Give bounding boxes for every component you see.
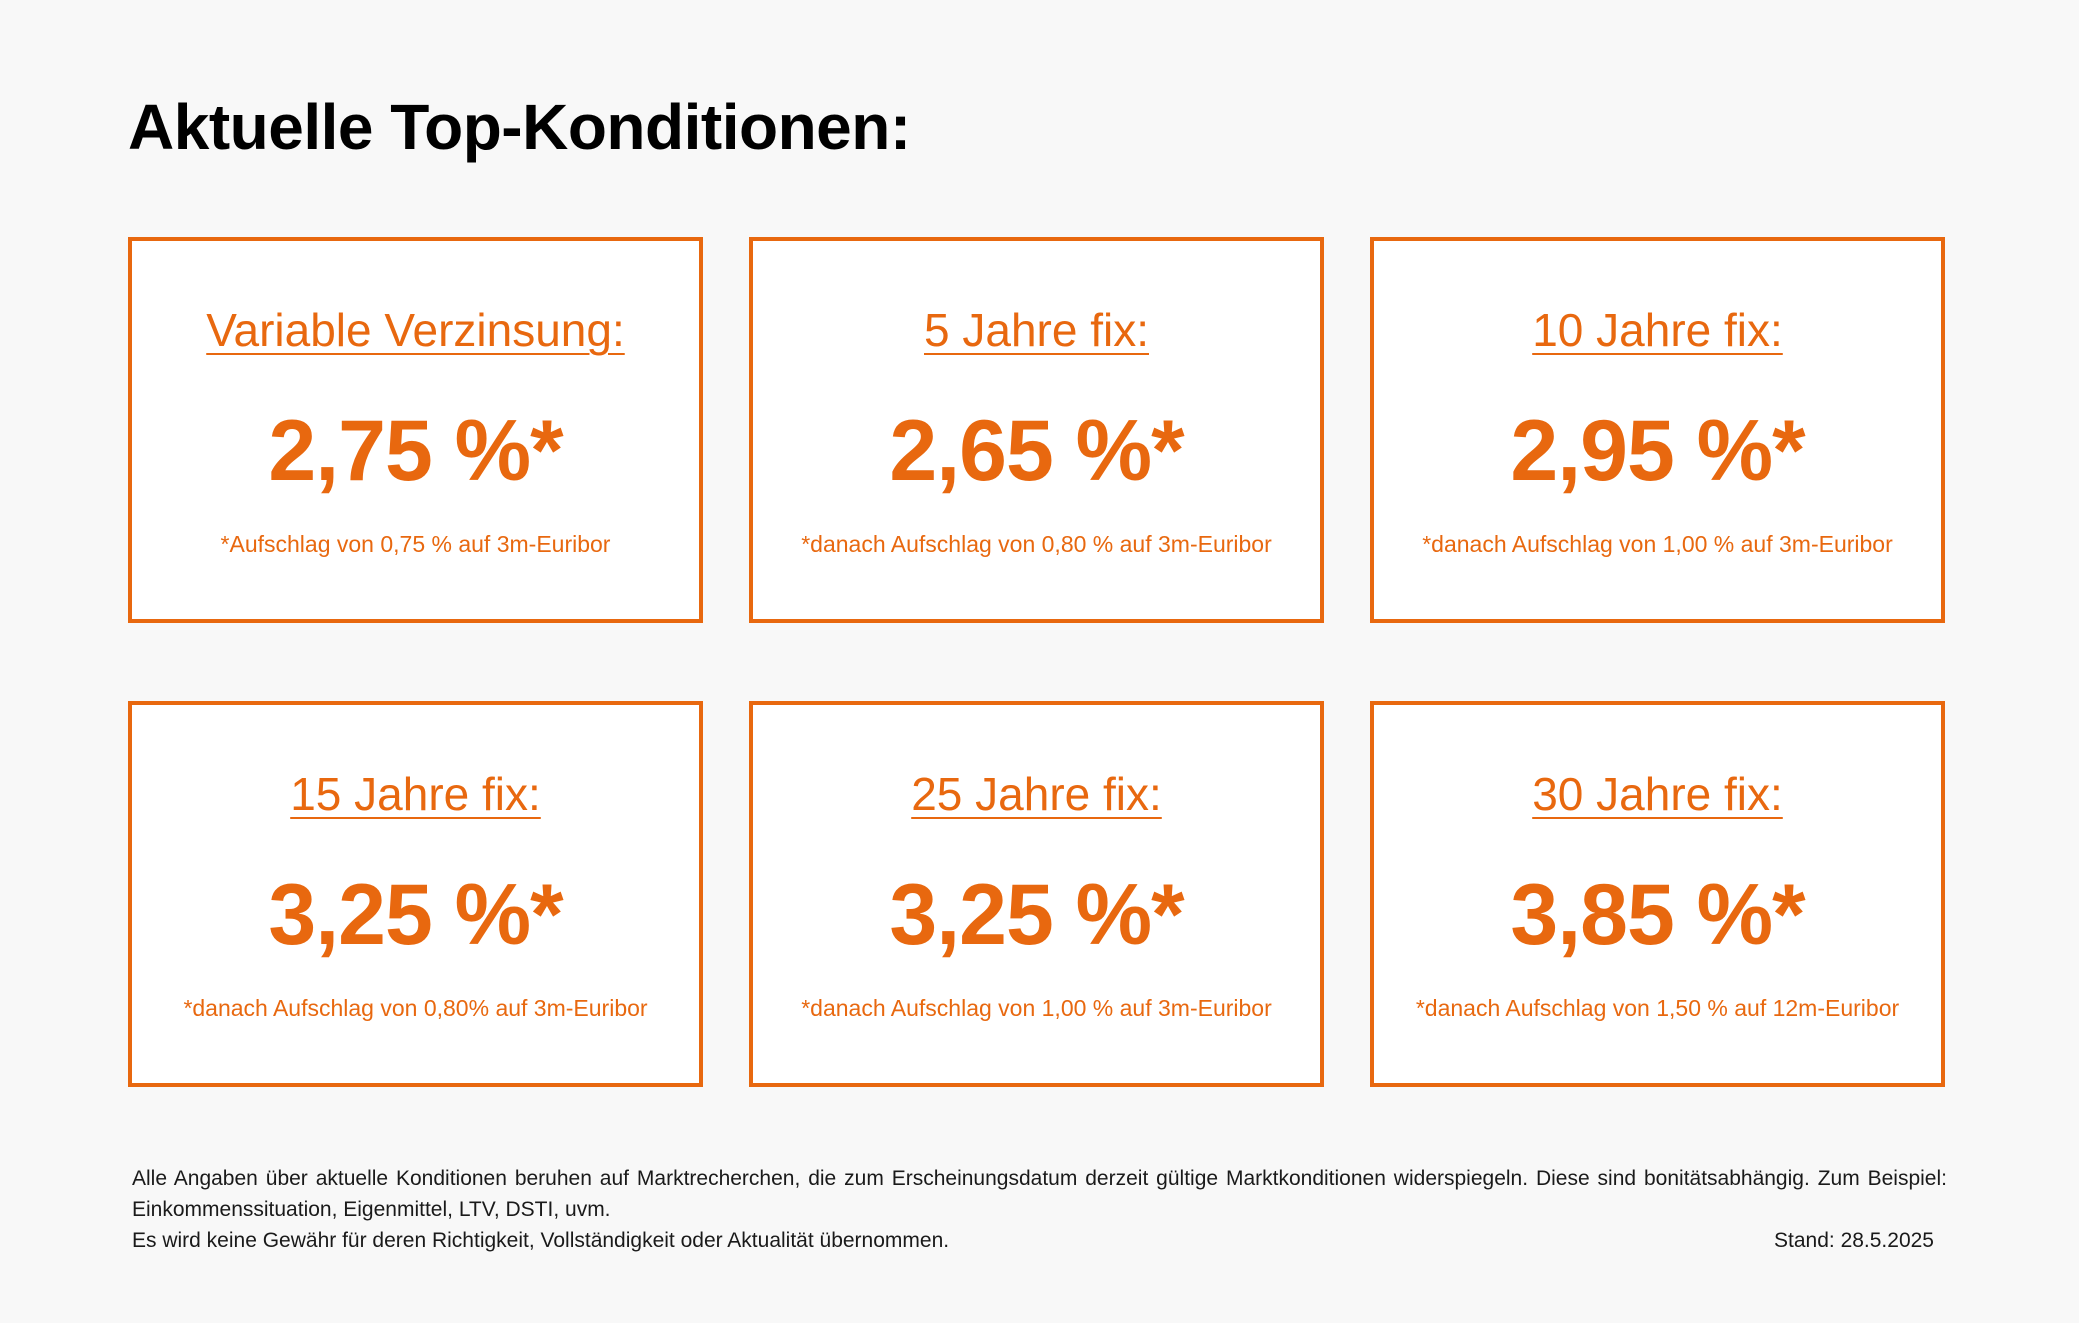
footer-disclaimer: Alle Angaben über aktuelle Konditionen b… xyxy=(132,1163,1947,1256)
date-stamp: Stand: 28.5.2025 xyxy=(1774,1229,1934,1252)
card-rate: 3,25 %* xyxy=(889,867,1184,963)
card-title: 10 Jahre fix: xyxy=(1532,304,1783,356)
card-title: 30 Jahre fix: xyxy=(1532,768,1783,820)
condition-card-30-years: 30 Jahre fix: 3,85 %* *danach Aufschlag … xyxy=(1370,701,1945,1087)
card-title: 15 Jahre fix: xyxy=(290,768,541,820)
condition-card-variable: Variable Verzinsung: 2,75 %* *Aufschlag … xyxy=(128,237,703,623)
card-title: 25 Jahre fix: xyxy=(911,768,1162,820)
disclaimer-text: Alle Angaben über aktuelle Konditionen b… xyxy=(132,1167,1947,1221)
condition-card-15-years: 15 Jahre fix: 3,25 %* *danach Aufschlag … xyxy=(128,701,703,1087)
condition-card-5-years: 5 Jahre fix: 2,65 %* *danach Aufschlag v… xyxy=(749,237,1324,623)
page-title: Aktuelle Top-Konditionen: xyxy=(128,91,911,163)
card-rate: 2,65 %* xyxy=(889,403,1184,499)
card-title: 5 Jahre fix: xyxy=(924,304,1149,356)
card-note: *danach Aufschlag von 0,80% auf 3m-Eurib… xyxy=(183,995,648,1021)
condition-card-10-years: 10 Jahre fix: 2,95 %* *danach Aufschlag … xyxy=(1370,237,1945,623)
card-rate: 2,95 %* xyxy=(1510,403,1805,499)
card-rate: 3,25 %* xyxy=(268,867,563,963)
card-rate: 3,85 %* xyxy=(1510,867,1805,963)
disclaimer-last-line: Es wird keine Gewähr für deren Richtigke… xyxy=(132,1225,1947,1256)
card-note: *danach Aufschlag von 1,00 % auf 3m-Euri… xyxy=(1422,531,1893,557)
conditions-grid: Variable Verzinsung: 2,75 %* *Aufschlag … xyxy=(128,237,1946,1087)
card-title: Variable Verzinsung: xyxy=(206,304,625,356)
card-note: *danach Aufschlag von 0,80 % auf 3m-Euri… xyxy=(801,531,1272,557)
condition-card-25-years: 25 Jahre fix: 3,25 %* *danach Aufschlag … xyxy=(749,701,1324,1087)
card-rate: 2,75 %* xyxy=(268,403,563,499)
card-note: *danach Aufschlag von 1,00 % auf 3m-Euri… xyxy=(801,995,1272,1021)
card-note: *danach Aufschlag von 1,50 % auf 12m-Eur… xyxy=(1415,995,1900,1021)
disclaimer-warranty-text: Es wird keine Gewähr für deren Richtigke… xyxy=(132,1229,950,1252)
card-note: *Aufschlag von 0,75 % auf 3m-Euribor xyxy=(220,531,611,557)
